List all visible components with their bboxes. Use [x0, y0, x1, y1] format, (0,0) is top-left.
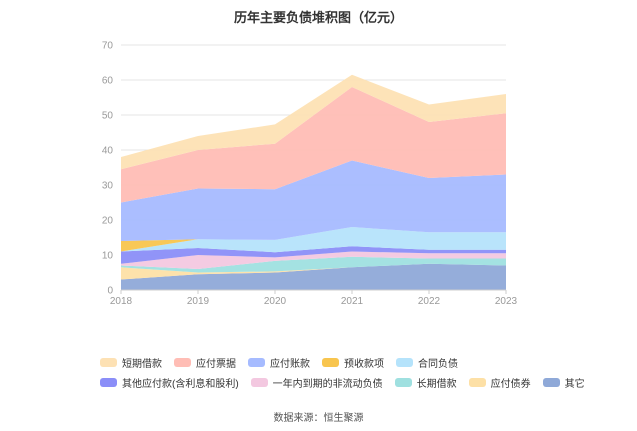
legend-swatch — [100, 357, 117, 367]
chart-legend: 短期借款 应付票据 应付账款 预收款项 合同负债其他应付款(含利息和股利) 一年内到期的非… — [100, 352, 585, 392]
legend-swatch — [100, 377, 117, 387]
y-tick-label: 70 — [102, 41, 114, 52]
area-series-2 — [121, 256, 506, 273]
area-series-7 — [121, 160, 506, 241]
legend-item[interactable]: 合同负债 — [396, 355, 458, 370]
legend-label: 其它 — [564, 378, 585, 390]
data-source-note: 数据来源：恒生聚源 — [273, 413, 364, 424]
x-tick-label: 2023 — [495, 296, 518, 307]
y-tick-label: 40 — [102, 146, 114, 157]
x-tick-label: 2022 — [418, 296, 441, 307]
y-tick-label: 10 — [102, 251, 114, 262]
area-series-3 — [121, 251, 506, 269]
area-series-9 — [121, 74, 506, 170]
chart-title: 历年主要负债堆积图（亿元） — [233, 10, 403, 25]
legend-swatch — [250, 377, 268, 387]
legend-item[interactable]: 应付债券 — [468, 375, 531, 390]
y-tick-label: 50 — [102, 111, 114, 122]
y-tick-label: 60 — [102, 76, 114, 87]
legend-item[interactable]: 长期借款 — [394, 375, 457, 390]
x-tick-label: 2018 — [110, 296, 133, 307]
legend-item[interactable]: 预收款项 — [322, 355, 384, 370]
area-series-4 — [121, 246, 506, 264]
legend-item[interactable]: 其他应付款(含利息和股利) — [100, 375, 239, 390]
x-tick-label: 2019 — [187, 296, 210, 307]
legend-label: 合同负债 — [418, 358, 458, 370]
legend-label: 一年内到期的非流动负债 — [272, 378, 383, 390]
legend-row: 短期借款 应付票据 应付账款 预收款项 合同负债 — [100, 352, 560, 372]
legend-item[interactable]: 其它 — [542, 375, 585, 390]
legend-swatch — [322, 357, 339, 367]
area-series-8 — [121, 87, 506, 203]
legend-item[interactable]: 短期借款 — [100, 355, 162, 370]
legend-swatch — [396, 357, 413, 367]
legend-label: 短期借款 — [122, 358, 162, 370]
x-tick-label: 2020 — [264, 296, 287, 307]
legend-swatch — [468, 377, 486, 387]
legend-item[interactable]: 应付票据 — [174, 355, 236, 370]
area-series-0 — [121, 263, 506, 290]
y-tick-label: 30 — [102, 181, 114, 192]
legend-swatch — [542, 377, 560, 387]
legend-label: 长期借款 — [416, 378, 457, 390]
chart-plot: 0 10 20 30 40 50 60 70 2018 2019 2020 2021 2022 2023 — [102, 41, 518, 308]
legend-item[interactable]: 一年内到期的非流动负债 — [250, 375, 383, 390]
legend-label: 预收款项 — [344, 358, 384, 370]
legend-label: 应付票据 — [196, 358, 236, 370]
legend-swatch — [248, 357, 265, 367]
legend-item[interactable]: 应付账款 — [248, 355, 310, 370]
legend-label: 应付账款 — [270, 358, 310, 370]
legend-swatch — [394, 377, 412, 387]
y-tick-label: 0 — [107, 286, 113, 297]
y-tick-label: 20 — [102, 216, 114, 227]
legend-row: 其他应付款(含利息和股利) 一年内到期的非流动负债 长期借款 应付债券 其它 — [100, 372, 585, 392]
legend-label: 应付债券 — [490, 378, 531, 390]
x-tick-label: 2021 — [341, 296, 364, 307]
area-series-5 — [121, 227, 506, 253]
legend-label: 其他应付款(含利息和股利) — [122, 378, 239, 390]
legend-swatch — [174, 357, 191, 367]
